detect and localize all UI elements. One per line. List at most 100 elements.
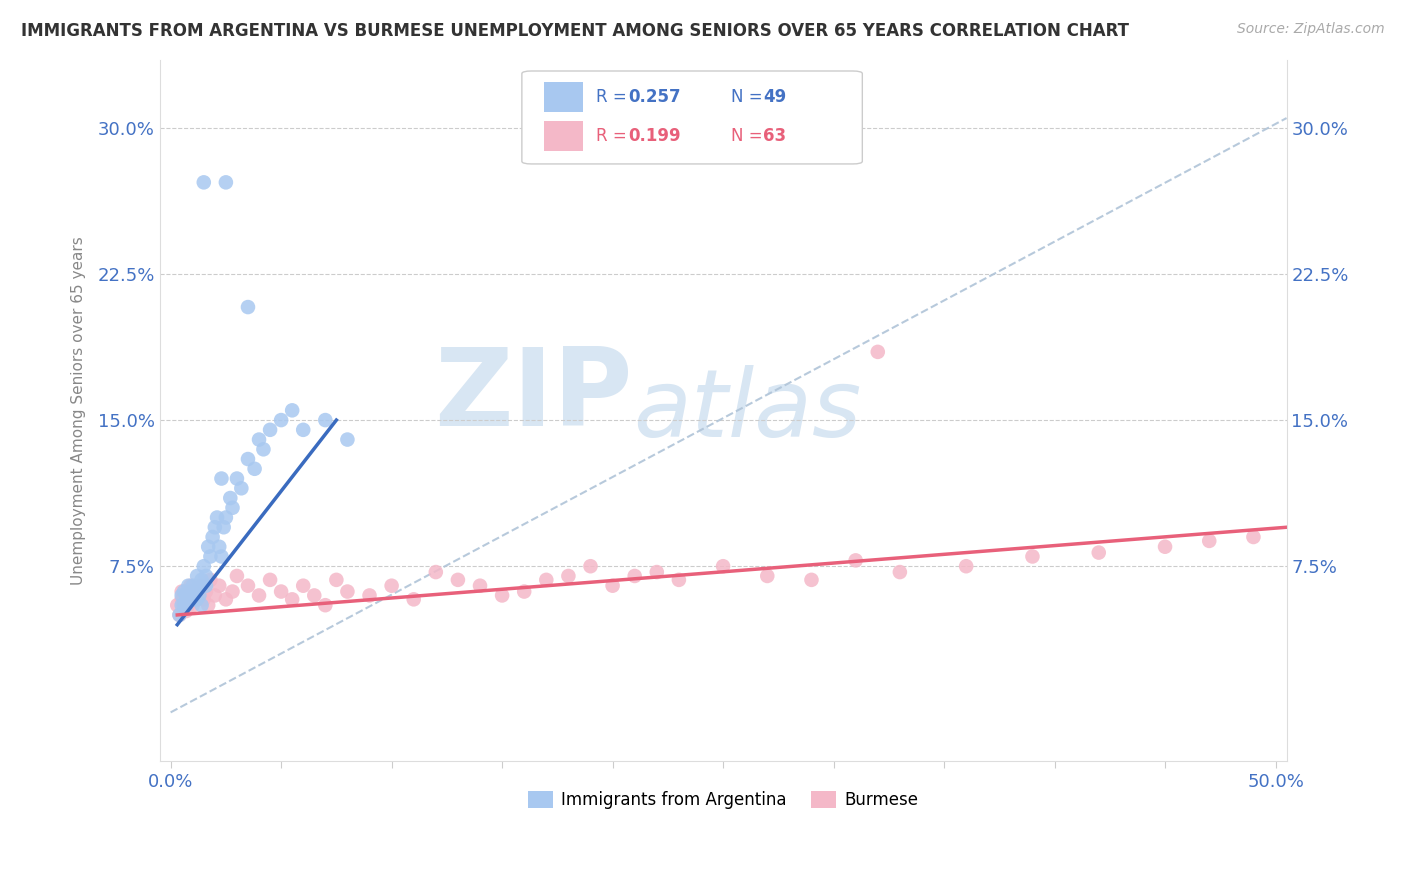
Point xyxy=(314,598,336,612)
Point xyxy=(259,573,281,587)
Point xyxy=(173,589,195,603)
Point xyxy=(200,549,222,564)
Point xyxy=(845,553,868,567)
Point xyxy=(314,413,336,427)
Point xyxy=(623,569,645,583)
Point xyxy=(193,592,215,607)
Point xyxy=(536,573,558,587)
Point xyxy=(557,569,579,583)
Point xyxy=(1198,533,1220,548)
Point xyxy=(247,433,270,447)
Point xyxy=(579,559,602,574)
Point xyxy=(226,569,249,583)
Point xyxy=(336,433,359,447)
Point xyxy=(236,300,259,314)
Point xyxy=(1087,545,1109,559)
Point xyxy=(200,573,222,587)
Point xyxy=(889,565,911,579)
Point xyxy=(193,175,215,189)
Point xyxy=(180,589,202,603)
Point xyxy=(174,598,197,612)
Point xyxy=(173,598,195,612)
Point xyxy=(180,579,202,593)
Point xyxy=(204,589,226,603)
Point xyxy=(292,579,315,593)
Point xyxy=(211,471,233,485)
Point xyxy=(243,462,266,476)
Text: IMMIGRANTS FROM ARGENTINA VS BURMESE UNEMPLOYMENT AMONG SENIORS OVER 65 YEARS CO: IMMIGRANTS FROM ARGENTINA VS BURMESE UNE… xyxy=(21,22,1129,40)
Point xyxy=(204,520,226,534)
Point xyxy=(292,423,315,437)
Point xyxy=(447,573,470,587)
Point xyxy=(190,598,212,612)
Point xyxy=(215,510,238,524)
Point xyxy=(325,573,347,587)
Point xyxy=(1021,549,1043,564)
Point xyxy=(270,413,292,427)
Point xyxy=(205,510,228,524)
Point xyxy=(181,579,204,593)
Point xyxy=(236,579,259,593)
Point xyxy=(190,579,212,593)
Point xyxy=(219,491,242,505)
Point xyxy=(195,569,218,583)
Point xyxy=(188,589,211,603)
Point xyxy=(177,598,200,612)
Point xyxy=(336,584,359,599)
Point xyxy=(756,569,779,583)
Point xyxy=(236,452,259,467)
Text: ZIP: ZIP xyxy=(434,343,633,450)
Point xyxy=(359,589,381,603)
Point xyxy=(602,579,624,593)
Point xyxy=(186,592,208,607)
Point xyxy=(177,592,200,607)
Point xyxy=(281,403,304,417)
Point xyxy=(177,579,200,593)
Point xyxy=(211,549,233,564)
Point xyxy=(668,573,690,587)
Point xyxy=(170,592,193,607)
Point xyxy=(215,592,238,607)
Point xyxy=(184,584,207,599)
Point xyxy=(193,559,215,574)
Point xyxy=(177,589,200,603)
Point xyxy=(208,579,231,593)
Point xyxy=(259,423,281,437)
Point xyxy=(215,175,238,189)
Point xyxy=(247,589,270,603)
Point xyxy=(169,607,191,622)
Y-axis label: Unemployment Among Seniors over 65 years: Unemployment Among Seniors over 65 years xyxy=(72,236,86,585)
Point xyxy=(174,604,197,618)
Point xyxy=(201,530,224,544)
Point xyxy=(197,540,219,554)
Point xyxy=(226,471,249,485)
Point xyxy=(212,520,235,534)
Point xyxy=(180,592,202,607)
Point xyxy=(170,584,193,599)
Point xyxy=(186,592,208,607)
Point xyxy=(184,584,207,599)
Point xyxy=(190,573,212,587)
Point xyxy=(800,573,823,587)
Point xyxy=(468,579,491,593)
Point xyxy=(188,589,211,603)
Point xyxy=(955,559,977,574)
Point xyxy=(304,589,326,603)
Point xyxy=(174,589,197,603)
Legend: Immigrants from Argentina, Burmese: Immigrants from Argentina, Burmese xyxy=(520,784,925,816)
Point xyxy=(221,584,243,599)
Point xyxy=(186,569,208,583)
Point xyxy=(166,598,188,612)
Point xyxy=(195,579,218,593)
Point xyxy=(184,589,207,603)
Text: Source: ZipAtlas.com: Source: ZipAtlas.com xyxy=(1237,22,1385,37)
Point xyxy=(170,589,193,603)
Point xyxy=(513,584,536,599)
Point xyxy=(381,579,404,593)
Text: atlas: atlas xyxy=(633,365,862,456)
Point xyxy=(231,481,253,495)
Point xyxy=(711,559,734,574)
Point xyxy=(170,598,193,612)
Point xyxy=(425,565,447,579)
Point xyxy=(252,442,274,457)
